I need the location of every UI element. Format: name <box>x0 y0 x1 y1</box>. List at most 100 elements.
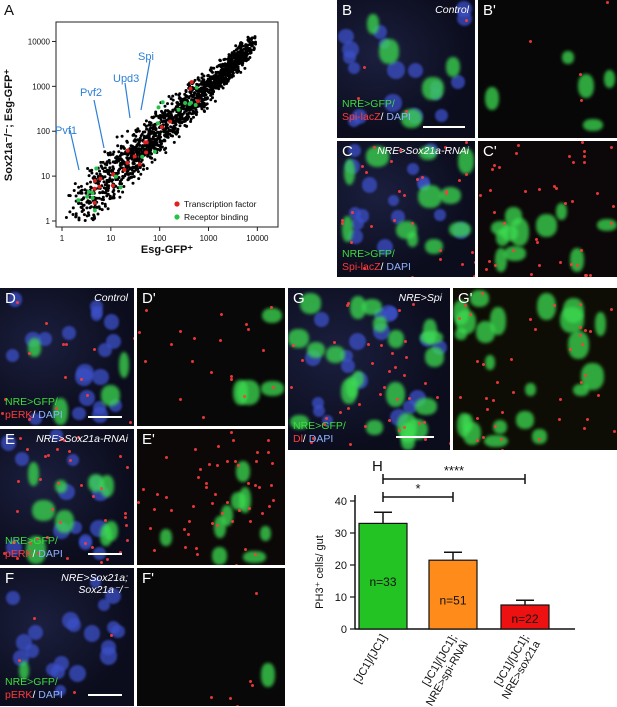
scatter-point <box>74 194 78 198</box>
scatter-point <box>184 89 188 92</box>
scatter-point <box>166 113 169 116</box>
scatter-point <box>192 111 195 115</box>
panel-c-prime: C' <box>478 141 617 277</box>
scatter-point <box>126 178 130 182</box>
scatter-point <box>219 84 223 88</box>
scatter-point <box>108 197 112 201</box>
stain-label-f: NRE>GFP/ pERK/ DAPI <box>5 676 63 701</box>
scatter-point <box>170 117 174 121</box>
scatter-point <box>166 135 170 139</box>
bar-category-label: [JC1]/[JC1];NRE>sox21a <box>492 633 543 702</box>
scatter-point <box>95 196 99 200</box>
scatter-point <box>117 150 121 154</box>
scatter-point <box>211 86 215 90</box>
scatter-point <box>213 99 217 103</box>
scatter-point <box>114 160 117 163</box>
panel-label-d: D <box>5 290 16 307</box>
scatter-point <box>200 72 204 76</box>
scatter-point <box>192 115 195 119</box>
stain-label-d: NRE>GFP/ pERK/ DAPI <box>5 396 63 421</box>
scatter-point <box>169 125 173 129</box>
scatter-point-highlight <box>132 154 137 159</box>
scatter-point <box>187 95 191 99</box>
scatter-point <box>167 95 171 98</box>
scatter-point <box>234 65 237 69</box>
scatter-point <box>179 112 183 116</box>
scatter-point <box>76 191 80 195</box>
scatter-point <box>104 188 108 192</box>
scatter-point <box>120 134 124 138</box>
scatter-point <box>200 93 204 97</box>
scatter-point-highlight <box>156 121 160 126</box>
scatter-point <box>162 111 166 115</box>
legend-tf-marker <box>174 201 180 207</box>
panel-label-cp: C' <box>483 143 497 160</box>
scatter-point <box>168 129 172 133</box>
scatter-point <box>208 85 212 89</box>
scatter-point <box>231 69 235 73</box>
scatter-point <box>125 140 129 144</box>
bar-y-tick: 10 <box>335 592 347 604</box>
scatter-point <box>97 182 100 186</box>
panel-label-f: F <box>5 570 15 587</box>
scatter-point <box>179 97 182 100</box>
scatter-point <box>176 128 180 132</box>
scatter-point <box>158 114 162 117</box>
scatter-point <box>85 206 89 210</box>
scatter-point <box>126 129 130 133</box>
scatter-point-highlight <box>94 166 99 171</box>
scatter-point <box>133 139 137 143</box>
bar <box>500 604 550 630</box>
scatter-point <box>92 175 96 179</box>
legend-tf: Transcription factor <box>184 199 257 209</box>
stain-label-c: NRE>GFP/ Spi-lacZ/ DAPI <box>342 248 411 273</box>
scatter-point <box>100 208 104 212</box>
scatter-point <box>178 102 182 106</box>
scatter-point <box>218 72 221 76</box>
scatter-point <box>84 191 88 195</box>
scatter-point <box>215 80 219 84</box>
scatter-x-tick: 10 <box>106 234 115 243</box>
scatter-point <box>210 81 214 85</box>
scatter-y-tick: 1000 <box>32 82 50 91</box>
panel-label-a: A <box>4 2 15 19</box>
scatter-point-highlight <box>125 148 130 153</box>
panel-d-prime: D' <box>137 288 285 426</box>
stain-perk: pERK <box>5 409 33 421</box>
stain-dl: Dl <box>293 433 303 445</box>
scatter-point <box>192 106 196 110</box>
panel-b: B Control NRE>GFP/ Spi-lacZ/ DAPI <box>337 0 475 138</box>
scatter-point <box>95 172 99 176</box>
scatter-point <box>137 157 141 161</box>
scatter-point <box>171 94 175 98</box>
scatter-point <box>237 50 241 54</box>
scatter-point <box>125 172 129 176</box>
scatter-point-highlight <box>194 85 199 90</box>
scatter-point <box>174 132 178 136</box>
scatter-y-tick: 10000 <box>28 37 51 46</box>
scatter-point <box>206 82 210 86</box>
scatter-point <box>249 38 253 42</box>
panel-label-fp: F' <box>142 570 155 587</box>
scatter-point <box>131 181 135 185</box>
scatter-point <box>119 157 123 161</box>
scatter-point <box>129 144 133 148</box>
scatter-point <box>180 121 184 125</box>
scatter-point <box>92 205 96 209</box>
scatter-point <box>101 167 105 171</box>
scatter-point <box>114 171 118 175</box>
bar-y-label: PH3⁺ cells/ gut <box>314 535 326 609</box>
scatter-point <box>244 43 248 47</box>
scatter-point <box>148 145 152 148</box>
scatter-point <box>169 115 173 118</box>
scatter-point <box>228 59 232 63</box>
scatter-point <box>120 152 124 156</box>
scatter-point <box>214 86 218 90</box>
scatter-point-highlight <box>90 191 95 196</box>
scatter-point <box>176 119 179 123</box>
scatter-point <box>225 64 229 68</box>
scatter-point <box>223 74 227 77</box>
scatter-point <box>163 119 167 123</box>
scatter-point <box>202 74 206 78</box>
panel-f: F NRE>Sox21a; Sox21a⁻/⁻ NRE>GFP/ pERK/ DA… <box>0 568 134 706</box>
